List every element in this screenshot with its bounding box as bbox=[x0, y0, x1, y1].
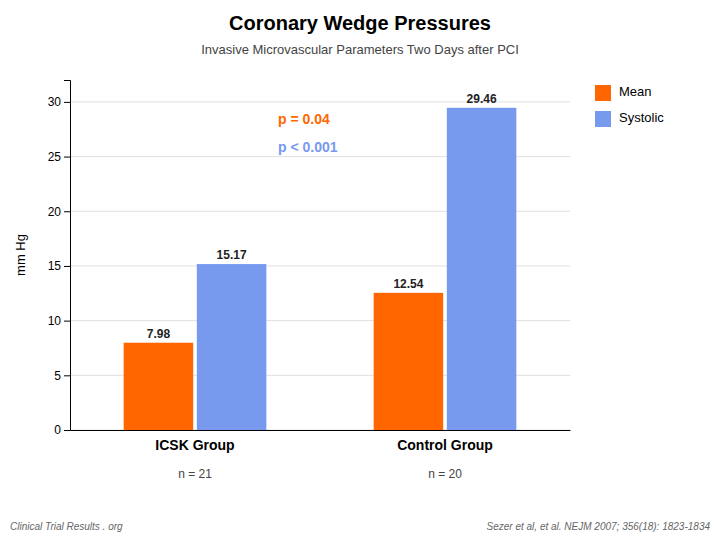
data-labels: 7.98 12.54 15.17 29.46 bbox=[147, 92, 497, 341]
legend-label: Mean bbox=[619, 84, 652, 99]
bar bbox=[197, 264, 267, 430]
y-tick: 30 bbox=[48, 95, 70, 109]
y-axis-title: mm Hg bbox=[13, 234, 28, 276]
n-labels: n = 21 n = 20 bbox=[178, 467, 462, 481]
bar bbox=[374, 293, 444, 430]
annotations: p = 0.04 p < 0.001 bbox=[278, 111, 338, 155]
y-tick-label: 20 bbox=[48, 205, 62, 219]
y-tick-mark bbox=[64, 321, 70, 322]
y-tick-mark bbox=[64, 157, 70, 158]
y-tick: 25 bbox=[48, 150, 70, 164]
grid bbox=[70, 102, 570, 430]
y-tick: 15 bbox=[48, 259, 70, 273]
data-label: 15.17 bbox=[217, 248, 247, 262]
x-tick: Control Group bbox=[397, 430, 493, 453]
y-tick: 0 bbox=[54, 423, 70, 437]
y-tick: 5 bbox=[54, 369, 70, 383]
legend-swatch bbox=[595, 111, 611, 127]
x-tick-label: ICSK Group bbox=[155, 437, 234, 453]
y-tick-mark bbox=[64, 266, 70, 267]
data-label: 12.54 bbox=[393, 277, 423, 291]
y-tick-label: 15 bbox=[48, 259, 62, 273]
y-axis: 0 5 10 15 20 25 30 bbox=[48, 81, 71, 438]
y-tick-label: 0 bbox=[54, 423, 61, 437]
legend-item: Systolic bbox=[595, 110, 664, 127]
subtitle: Invasive Microvascular Parameters Two Da… bbox=[201, 42, 519, 57]
title: Coronary Wedge Pressures bbox=[229, 12, 491, 34]
bars bbox=[124, 108, 517, 430]
n-label: n = 21 bbox=[178, 467, 212, 481]
footer: Sezer et al, et al. NEJM 2007; 356(18): … bbox=[487, 521, 711, 532]
x-axis: ICSK Group Control Group bbox=[71, 430, 571, 453]
annotation: p < 0.001 bbox=[278, 139, 338, 155]
y-tick-label: 10 bbox=[48, 314, 62, 328]
bar bbox=[124, 343, 194, 430]
y-tick-label: 30 bbox=[48, 95, 62, 109]
y-tick-label: 25 bbox=[48, 150, 62, 164]
y-axis-line bbox=[64, 81, 71, 431]
footer: Clinical Trial Results . org bbox=[10, 521, 123, 532]
y-tick: 10 bbox=[48, 314, 70, 328]
data-label: 29.46 bbox=[467, 92, 497, 106]
y-tick-label: 5 bbox=[54, 369, 61, 383]
data-label: 7.98 bbox=[147, 327, 171, 341]
y-tick: 20 bbox=[48, 205, 70, 219]
x-tick-label: Control Group bbox=[397, 437, 493, 453]
bar bbox=[447, 108, 517, 430]
legend-swatch bbox=[595, 85, 611, 101]
y-tick-mark bbox=[64, 375, 70, 376]
plot: 7.98 12.54 15.17 29.46 0 5 10 15 20 25 30 mm Hg ICSK… bbox=[13, 81, 571, 482]
x-tick: ICSK Group bbox=[155, 430, 234, 453]
x-axis-line bbox=[71, 430, 571, 431]
legend: Mean Systolic bbox=[595, 84, 664, 127]
annotation: p = 0.04 bbox=[278, 111, 330, 127]
n-label: n = 20 bbox=[428, 467, 462, 481]
y-tick-mark bbox=[64, 430, 70, 431]
chart: Coronary Wedge Pressures Invasive Microva… bbox=[0, 0, 720, 540]
y-tick-mark bbox=[64, 102, 70, 103]
legend-item: Mean bbox=[595, 84, 652, 101]
legend-label: Systolic bbox=[619, 110, 664, 125]
y-tick-mark bbox=[64, 211, 70, 212]
